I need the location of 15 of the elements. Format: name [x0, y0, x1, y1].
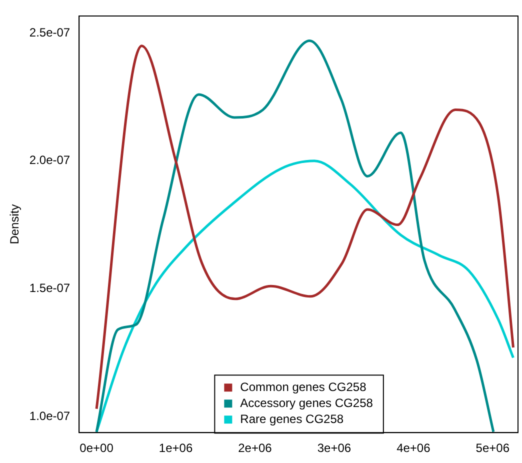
x-tick-label: 2e+06 — [238, 441, 272, 456]
x-tick-label: 5e+06 — [476, 441, 510, 456]
x-tick-label: 1e+06 — [158, 441, 193, 456]
y-tick-label: 1.0e-07 — [29, 408, 70, 423]
line-series — [95, 160, 514, 433]
legend-label: Rare genes CG258 — [240, 412, 344, 426]
x-tick-label: 0e+00 — [80, 441, 114, 456]
y-tick-label: 2.0e-07 — [29, 153, 70, 168]
x-tick-label: 4e+06 — [396, 441, 431, 456]
legend-label: Accessory genes CG258 — [240, 396, 374, 410]
y-axis-title: Density — [8, 204, 22, 244]
x-tick-label: 3e+06 — [317, 441, 352, 456]
y-tick-label: 1.5e-07 — [29, 281, 70, 296]
legend-label: Common genes CG258 — [240, 380, 367, 394]
y-tick-label: 2.5e-07 — [29, 25, 70, 40]
